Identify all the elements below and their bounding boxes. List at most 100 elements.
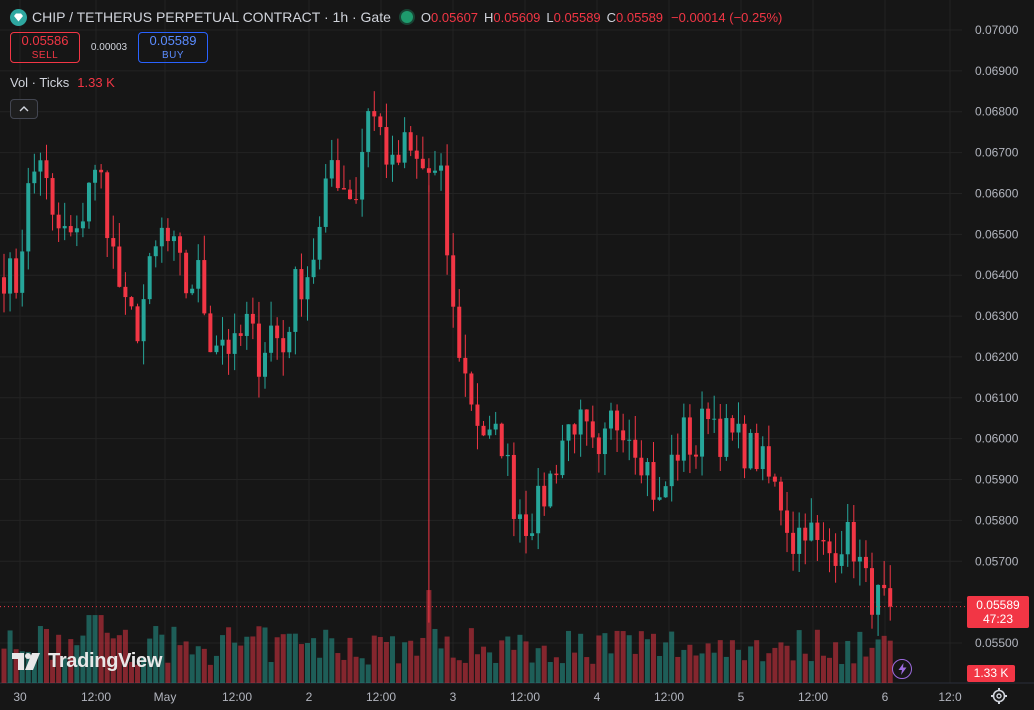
candle-body: [414, 150, 419, 159]
candle-body: [469, 373, 474, 405]
volume-bar: [663, 642, 669, 683]
buy-price: 0.05589: [149, 32, 197, 48]
volume-bar: [596, 635, 602, 683]
candle-body: [196, 260, 201, 289]
volume-bar: [468, 628, 474, 683]
volume-bar: [189, 654, 195, 683]
volume-bar: [183, 641, 189, 683]
volume-bar: [74, 645, 80, 683]
volume-bar: [693, 655, 699, 683]
y-tick-label: 0.06600: [975, 186, 1019, 200]
candle-body: [384, 127, 389, 165]
sell-button[interactable]: 0.05586 SELL: [10, 32, 80, 63]
candle-body: [275, 325, 280, 339]
volume-bar: [541, 645, 547, 683]
tradingview-logo[interactable]: TradingView: [12, 650, 162, 673]
ohlc-low: L0.05589: [546, 9, 601, 25]
market-open-dot-icon[interactable]: [400, 11, 413, 23]
candle-body: [809, 522, 814, 541]
volume-bar: [341, 659, 347, 683]
candle-body: [785, 510, 790, 533]
volume-bar: [165, 662, 171, 683]
volume-bar: [268, 662, 274, 683]
volume-bar: [784, 645, 790, 683]
price-change: −0.00014 (−0.25%): [671, 9, 783, 25]
x-tick-label: 6: [882, 690, 889, 704]
candle-body: [354, 199, 359, 201]
x-tick-label: 30: [13, 690, 27, 704]
volume-bar: [92, 615, 98, 683]
candle-body: [74, 228, 79, 233]
candle-body: [882, 584, 887, 589]
candle-body: [220, 339, 225, 346]
volume-bar: [396, 663, 402, 683]
volume-bar: [256, 626, 262, 683]
candle-body: [827, 541, 832, 554]
candle-body: [244, 313, 249, 336]
candle-body: [269, 325, 274, 353]
volume-bar: [669, 631, 675, 683]
candle-body: [554, 473, 559, 476]
candle-body: [748, 432, 753, 469]
volume-bar: [280, 634, 286, 683]
candle-body: [760, 446, 765, 470]
volume-bar: [711, 652, 717, 683]
volume-bar: [414, 655, 420, 683]
x-tick-label: 4: [594, 690, 601, 704]
candle-body: [347, 189, 352, 200]
volume-legend[interactable]: Vol · Ticks 1.33 K: [10, 75, 115, 90]
candle-body: [299, 269, 304, 300]
volume-bar: [286, 633, 292, 683]
volume-bar: [887, 640, 893, 683]
candle-body: [165, 227, 170, 242]
volume-bar: [402, 642, 408, 683]
volume-bar: [62, 657, 68, 683]
volume-bar: [675, 656, 681, 683]
buy-button[interactable]: 0.05589 BUY: [138, 32, 208, 63]
collapse-legend-button[interactable]: [10, 99, 38, 119]
volume-bar: [602, 633, 608, 683]
candle-body: [876, 584, 881, 615]
candle-body: [250, 313, 255, 324]
candle-body: [621, 430, 626, 441]
volume-bar: [820, 655, 826, 683]
candle-body: [615, 410, 620, 431]
volume-bar: [547, 662, 553, 683]
volume-bar: [177, 645, 183, 683]
candle-body: [44, 160, 49, 179]
volume-bar: [590, 663, 596, 683]
volume-bar: [359, 658, 365, 683]
volume-bar: [207, 664, 213, 683]
volume-bar: [98, 615, 104, 683]
candle-body: [311, 259, 316, 278]
volume-bar: [389, 636, 395, 683]
volume-bar: [220, 635, 226, 683]
volume-bar: [499, 640, 505, 683]
gear-icon[interactable]: [990, 687, 1008, 705]
y-tick-label: 0.05500: [975, 636, 1019, 650]
volume-bar: [638, 631, 644, 683]
candle-body: [700, 408, 705, 457]
volume-bar: [377, 637, 383, 683]
volume-legend-label: Vol · Ticks: [10, 75, 70, 90]
candle-body: [360, 151, 365, 200]
candle-body: [62, 226, 67, 229]
candle-body: [226, 339, 231, 354]
candle-body: [693, 454, 698, 457]
candle-body: [499, 423, 504, 457]
y-tick-label: 0.05700: [975, 554, 1019, 568]
volume-bar: [875, 639, 881, 683]
volume-bar: [128, 661, 134, 683]
candle-body: [202, 260, 207, 314]
y-tick-label: 0.07000: [975, 23, 1019, 37]
candle-body: [572, 424, 577, 435]
symbol-title[interactable]: CHIP / TETHERUS PERPETUAL CONTRACT · 1h …: [32, 9, 391, 25]
volume-bar: [802, 653, 808, 683]
candle-body: [657, 497, 662, 500]
volume-bar: [644, 639, 650, 683]
lightning-icon[interactable]: [892, 659, 912, 679]
volume-bar: [863, 656, 869, 683]
candle-body: [505, 454, 510, 457]
